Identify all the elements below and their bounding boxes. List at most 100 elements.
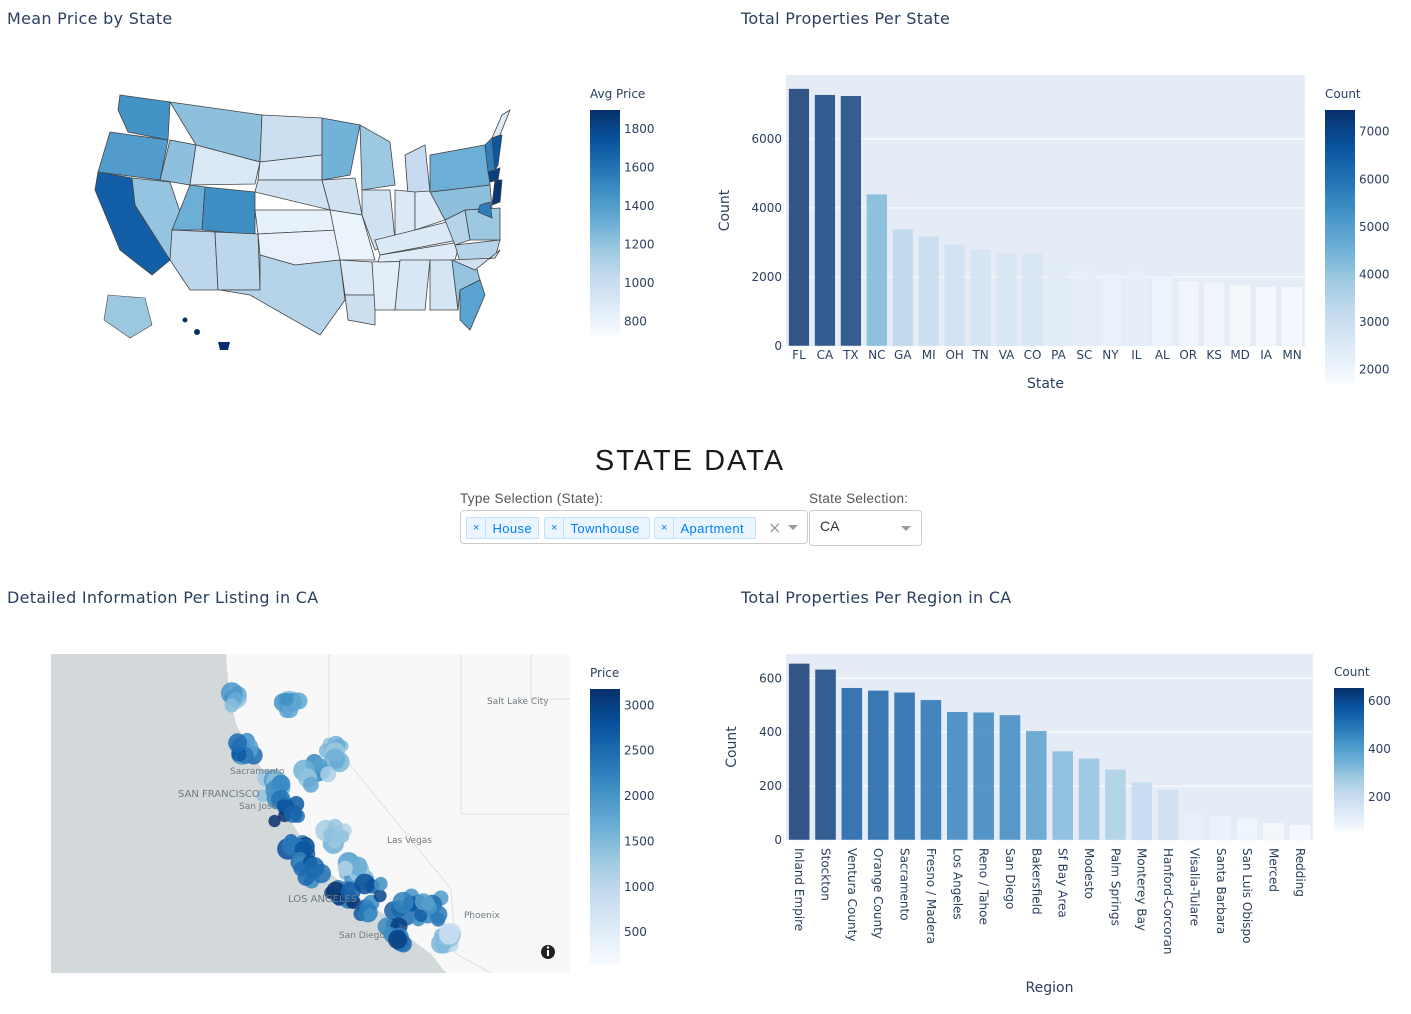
colorbar-tick-label: 1600 [624,161,655,175]
x-tick-label: OR [1179,348,1197,362]
colorbar-tick-label: 1000 [624,276,655,290]
x-tick-label: AL [1155,348,1170,362]
x-axis-title: State [1027,376,1064,392]
state-shape [321,117,361,181]
listing-point [337,860,353,877]
clear-all-icon[interactable]: × [768,518,782,537]
state-shape [429,144,491,193]
listing-point [439,923,458,942]
y-tick-label: 2000 [751,270,782,284]
listing-point [414,893,432,911]
chevron-down-icon[interactable] [901,526,911,531]
state-selection-label: State Selection: [809,491,909,506]
bar-nc [866,193,888,347]
type-selection-label: Type Selection (State): [460,491,604,506]
x-tick-label: Inland Empire [792,848,806,931]
bar-santa-barbara [1209,816,1232,841]
listing-point [348,856,368,876]
x-tick-label: MD [1230,348,1250,362]
state-border [328,654,492,973]
chevron-down-icon[interactable] [788,525,798,530]
map1-title: Mean Price by State [7,9,173,28]
state-shape [259,114,323,163]
listing-point [293,861,308,877]
price-colorbar: Price 500 1000 1500 2000 2500 3000 [590,666,655,964]
colorbar-tick-label: 1500 [624,834,655,848]
state-shape [329,209,376,261]
x-tick-label: Ventura County [845,848,859,941]
remove-apartment-icon[interactable]: × [655,518,675,538]
state-dropdown[interactable]: CA [809,510,922,546]
bar-sacramento [893,692,916,841]
bar-al [1151,276,1173,347]
listing-point [388,929,408,950]
us-choropleth-map[interactable] [90,80,590,350]
bar-ny [1099,274,1122,347]
x-tick-label: FL [792,348,806,362]
bar-oh [944,244,966,347]
bar-fl [788,88,810,347]
colorbar-tick-label: 6000 [1359,172,1390,186]
colorbar-tick-label: 600 [1368,694,1391,708]
x-tick-label: VA [999,348,1015,362]
colorbar-tick-label: 1200 [624,238,655,252]
remove-house-icon[interactable]: × [467,518,487,538]
bar-co [1021,253,1044,347]
state-border [460,654,570,815]
bar2-title: Total Properties Per Region in CA [741,588,1012,607]
bar-or [1177,280,1199,347]
type-tag-label: Apartment [680,520,745,536]
map-place-label: Sacramento [230,767,285,777]
x-tick-label: Sacramento [898,848,912,921]
y-tick-label: 200 [759,779,782,793]
bar-inland-empire [788,663,810,841]
bar-merced [1262,822,1285,841]
state-shape [394,259,431,311]
x-axis-title: Region [1026,980,1074,996]
bar-sc [1073,269,1096,347]
bar-sf-bay-area [1051,750,1074,841]
colorbar-tick-label: 400 [1368,742,1391,756]
state-dropdown-value: CA [820,518,840,534]
bar-ca [814,94,836,347]
type-tag-house: × House [466,517,539,539]
state-shape [404,144,431,196]
state-shape [491,134,503,172]
info-icon[interactable] [541,945,555,959]
map2-title: Detailed Information Per Listing in CA [7,588,319,607]
bar-monterey-bay [1130,781,1153,841]
listing-point [363,908,376,921]
type-multiselect[interactable]: × House × Townhouse × Apartment × [460,510,808,544]
x-tick-label: Modesto [1082,848,1096,899]
plot-background [786,75,1305,346]
state-shape-hawaii [182,317,188,323]
bar-palm-springs [1104,769,1127,841]
region-bar-chart[interactable]: 0 200 400 600 Inland Empire Stockton Ventura C… [700,640,1411,1010]
x-tick-label: Merced [1266,848,1280,892]
state-bar-chart[interactable]: 0 2000 4000 6000 FL CA TX NC GA MI OH TN VA CO PA SC NY I… [700,60,1411,405]
x-tick-label: Palm Springs [1108,848,1122,926]
state-shape [214,231,261,291]
x-tick-label: Reno / Tahoe [977,848,991,925]
colorbar-tick-label: 1400 [624,199,655,213]
remove-townhouse-icon[interactable]: × [545,518,565,538]
colorbar-tick-label: 3000 [1359,315,1390,329]
bar-ventura-county [841,687,863,841]
colorbar-gradient [590,689,620,964]
listing-point [284,804,303,823]
listing-point [228,733,248,753]
map-place-label: Las Vegas [387,836,432,846]
x-tick-label: IL [1131,348,1142,362]
bar-los-angeles [946,711,969,841]
x-tick-label: Stockton [819,848,833,901]
listing-scatter-map[interactable]: Salt Lake City Sacramento SAN FRANCISCO San… [51,654,570,973]
colorbar-tick-label: 800 [624,315,647,329]
map-place-label: Phoenix [464,911,500,921]
x-tick-label: Orange County [871,848,885,939]
bar-orange-county [867,690,890,841]
state-shape [201,186,256,236]
x-tick-label: Sf Bay Area [1056,848,1070,918]
x-tick-label: MN [1282,348,1301,362]
section-heading: STATE DATA [594,445,786,477]
colorbar-tick-label: 500 [624,925,647,939]
